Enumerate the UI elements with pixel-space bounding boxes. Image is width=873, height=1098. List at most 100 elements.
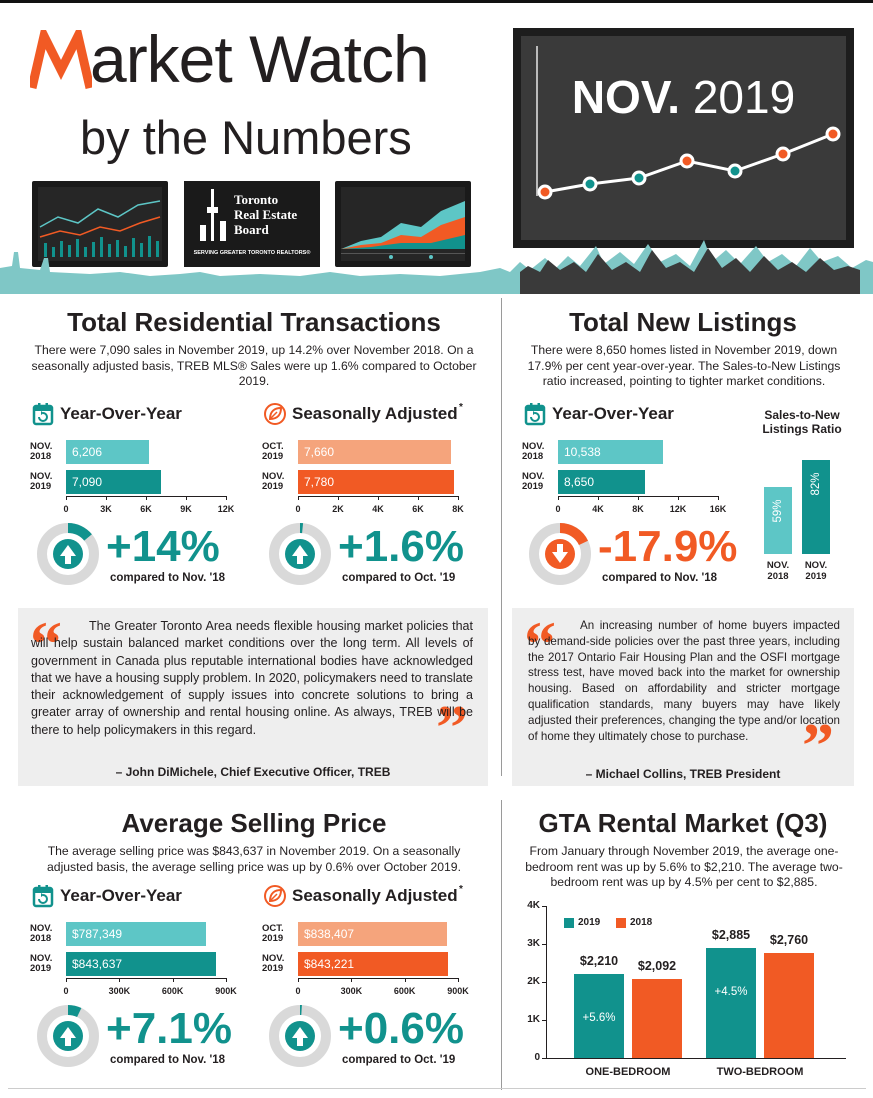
change-gauge bbox=[37, 1005, 99, 1067]
legend-swatch bbox=[616, 918, 626, 928]
row-label-year: 2019 bbox=[262, 481, 284, 492]
heading-icon-wrap bbox=[32, 884, 54, 913]
x-axis bbox=[546, 1058, 846, 1059]
block-heading: Seasonally Adjusted bbox=[292, 886, 458, 905]
tick-label: 0 bbox=[63, 986, 69, 996]
tick-label: 0 bbox=[63, 504, 69, 514]
tick-mark bbox=[298, 978, 299, 982]
tick-mark bbox=[458, 978, 459, 982]
tick-label: 2K bbox=[332, 504, 344, 514]
legend-label: 2018 bbox=[630, 917, 653, 928]
tick-mark bbox=[298, 496, 299, 500]
tick-label: 12K bbox=[217, 504, 235, 514]
legend-swatch bbox=[564, 918, 574, 928]
y-tick-mark bbox=[542, 906, 546, 907]
ratio-label-month: NOV. bbox=[766, 560, 790, 571]
price-yoy-block: Year-Over-Year NOV. 2018 $787,349 NOV. 2019 $8… bbox=[30, 882, 240, 1072]
change-percent: +14% bbox=[106, 522, 220, 571]
y-tick-mark bbox=[542, 944, 546, 945]
ratio-value: 82% bbox=[810, 472, 822, 496]
change-percent: +1.6% bbox=[338, 522, 464, 571]
ratio-heading-line2: Listings Ratio bbox=[762, 422, 842, 436]
ratio-bar-label: NOV. 2018 bbox=[758, 560, 798, 582]
tick-mark bbox=[638, 496, 639, 500]
divider-bottom bbox=[501, 800, 502, 1090]
legend-label: 2019 bbox=[578, 917, 601, 928]
bar-row-label: OCT. 2019 bbox=[262, 924, 284, 944]
ratio-label-month: NOV. bbox=[804, 560, 828, 571]
tick-label: 300K bbox=[340, 986, 363, 996]
tick-mark bbox=[418, 496, 419, 500]
tick-label: 8K bbox=[452, 504, 464, 514]
bar-previous: 6,206 bbox=[66, 440, 149, 464]
gauge-wrap bbox=[268, 522, 332, 591]
ratio-label-year: 2019 bbox=[805, 571, 827, 582]
row-label-month: NOV. bbox=[522, 471, 545, 482]
quote-box-2: “ ” An increasing number of home buyers … bbox=[512, 608, 854, 786]
heading-icon-wrap bbox=[524, 402, 546, 431]
ratio-value: 59% bbox=[772, 499, 784, 523]
tick-label: 0 bbox=[295, 504, 301, 514]
row-label-year: 2018 bbox=[30, 933, 52, 944]
heading-icon-wrap bbox=[32, 402, 54, 431]
tick-mark bbox=[678, 496, 679, 500]
treb-name-2: Real Estate bbox=[234, 207, 298, 222]
transactions-sa-block: Seasonally Adjusted * OCT. 2019 7,660 NOV. 201… bbox=[262, 400, 472, 590]
rental-bar-2018 bbox=[764, 953, 814, 1058]
rental-value-label: $2,885 bbox=[711, 928, 751, 943]
price-title: Average Selling Price bbox=[121, 808, 387, 838]
ratio-chart: 59% NOV. 2018 82% NOV. 2019 bbox=[760, 440, 842, 586]
transactions-description: There were 7,090 sales in November 2019,… bbox=[31, 343, 477, 388]
quote-1-attribution: – John DiMichele, Chief Executive Office… bbox=[115, 765, 391, 779]
tick-label: 4K bbox=[372, 504, 384, 514]
row-label-month: NOV. bbox=[262, 471, 285, 482]
date-monitor: NOV. 2019 bbox=[513, 28, 854, 248]
x-axis bbox=[66, 978, 226, 979]
ratio-bar-label: NOV. 2019 bbox=[796, 560, 836, 582]
price-sa-block: Seasonally Adjusted * OCT. 2019 $838,407 NOV.… bbox=[262, 882, 472, 1072]
quote-box-1: “ ” The Greater Toronto Area needs flexi… bbox=[18, 608, 488, 786]
calendar-icon bbox=[524, 403, 546, 426]
bar-previous: 7,660 bbox=[298, 440, 451, 464]
bar-current: $843,637 bbox=[66, 952, 216, 976]
tick-mark bbox=[172, 978, 174, 982]
tick-mark bbox=[106, 496, 107, 500]
treb-tagline: SERVING GREATER TORONTO REALTORS® bbox=[193, 250, 311, 256]
price-description: The average selling price was $843,637 i… bbox=[47, 844, 461, 874]
tick-mark bbox=[66, 496, 67, 500]
change-percent: +0.6% bbox=[338, 1004, 464, 1053]
row-label-month: NOV. bbox=[30, 923, 53, 934]
row-label-month: NOV. bbox=[30, 441, 53, 452]
y-tick-label: 3K bbox=[527, 938, 540, 949]
block-heading: Year-Over-Year bbox=[60, 404, 182, 423]
tick-label: 600K bbox=[393, 986, 416, 996]
top-rule bbox=[0, 0, 873, 3]
bar-current: 7,780 bbox=[298, 470, 454, 494]
treb-logo: Toronto Real Estate Board SERVING GREATE… bbox=[184, 181, 320, 267]
chart-monitor-left bbox=[32, 181, 168, 267]
open-quote-icon: “ bbox=[524, 608, 556, 679]
rental-bar-2019 bbox=[574, 974, 624, 1058]
rental-value-label: $2,210 bbox=[579, 954, 619, 969]
m-logo-icon bbox=[30, 30, 92, 90]
tick-label: 300K bbox=[108, 986, 131, 996]
tick-mark bbox=[458, 496, 459, 500]
axis-graphic bbox=[536, 46, 538, 196]
rental-bar-2019 bbox=[706, 948, 756, 1058]
ratio-heading: Sales-to-New Listings Ratio bbox=[752, 408, 852, 436]
row-label-year: 2019 bbox=[30, 963, 52, 974]
leaf-icon bbox=[264, 885, 286, 907]
y-tick-mark bbox=[542, 1020, 546, 1021]
bar-previous: $838,407 bbox=[298, 922, 447, 946]
close-quote-icon: ” bbox=[436, 692, 468, 763]
change-gauge bbox=[269, 1005, 331, 1067]
change-percent: -17.9% bbox=[598, 522, 738, 571]
tick-mark bbox=[186, 496, 187, 500]
x-axis bbox=[298, 978, 458, 979]
row-label-month: OCT. bbox=[262, 441, 284, 452]
tick-label: 9K bbox=[180, 504, 192, 514]
tick-label: 8K bbox=[632, 504, 644, 514]
open-quote-icon: “ bbox=[30, 608, 62, 679]
bar-row-label: NOV. 2018 bbox=[522, 442, 544, 462]
bar-row-label: NOV. 2019 bbox=[30, 472, 52, 492]
